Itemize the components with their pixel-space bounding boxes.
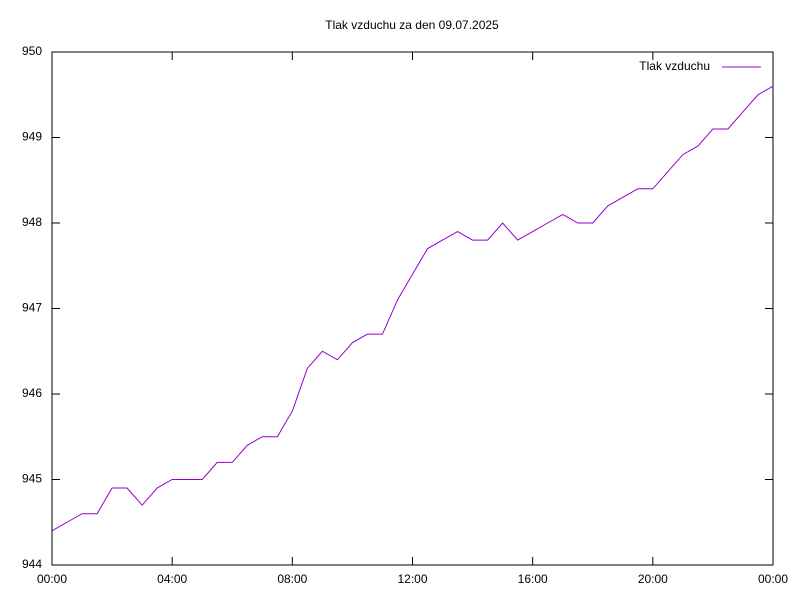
y-tick-label: 947 xyxy=(22,301,42,315)
plot-border xyxy=(51,51,774,566)
data-line xyxy=(51,85,774,532)
y-tick-label: 944 xyxy=(22,557,42,571)
x-tick-label: 12:00 xyxy=(397,572,427,586)
x-tick-label: 00:00 xyxy=(758,572,788,586)
y-tick-label: 949 xyxy=(22,130,42,144)
x-tick-label: 20:00 xyxy=(638,572,668,586)
y-tick-label: 950 xyxy=(22,44,42,58)
x-tick-label: 16:00 xyxy=(518,572,548,586)
y-tick-label: 946 xyxy=(22,386,42,400)
x-tick-label: 04:00 xyxy=(157,572,187,586)
chart-title: Tlak vzduchu za den 09.07.2025 xyxy=(325,18,499,32)
x-tick-label: 08:00 xyxy=(277,572,307,586)
legend-label: Tlak vzduchu xyxy=(639,59,710,73)
y-tick-label: 945 xyxy=(22,472,42,486)
y-tick-label: 948 xyxy=(22,215,42,229)
x-tick-label: 00:00 xyxy=(37,572,67,586)
